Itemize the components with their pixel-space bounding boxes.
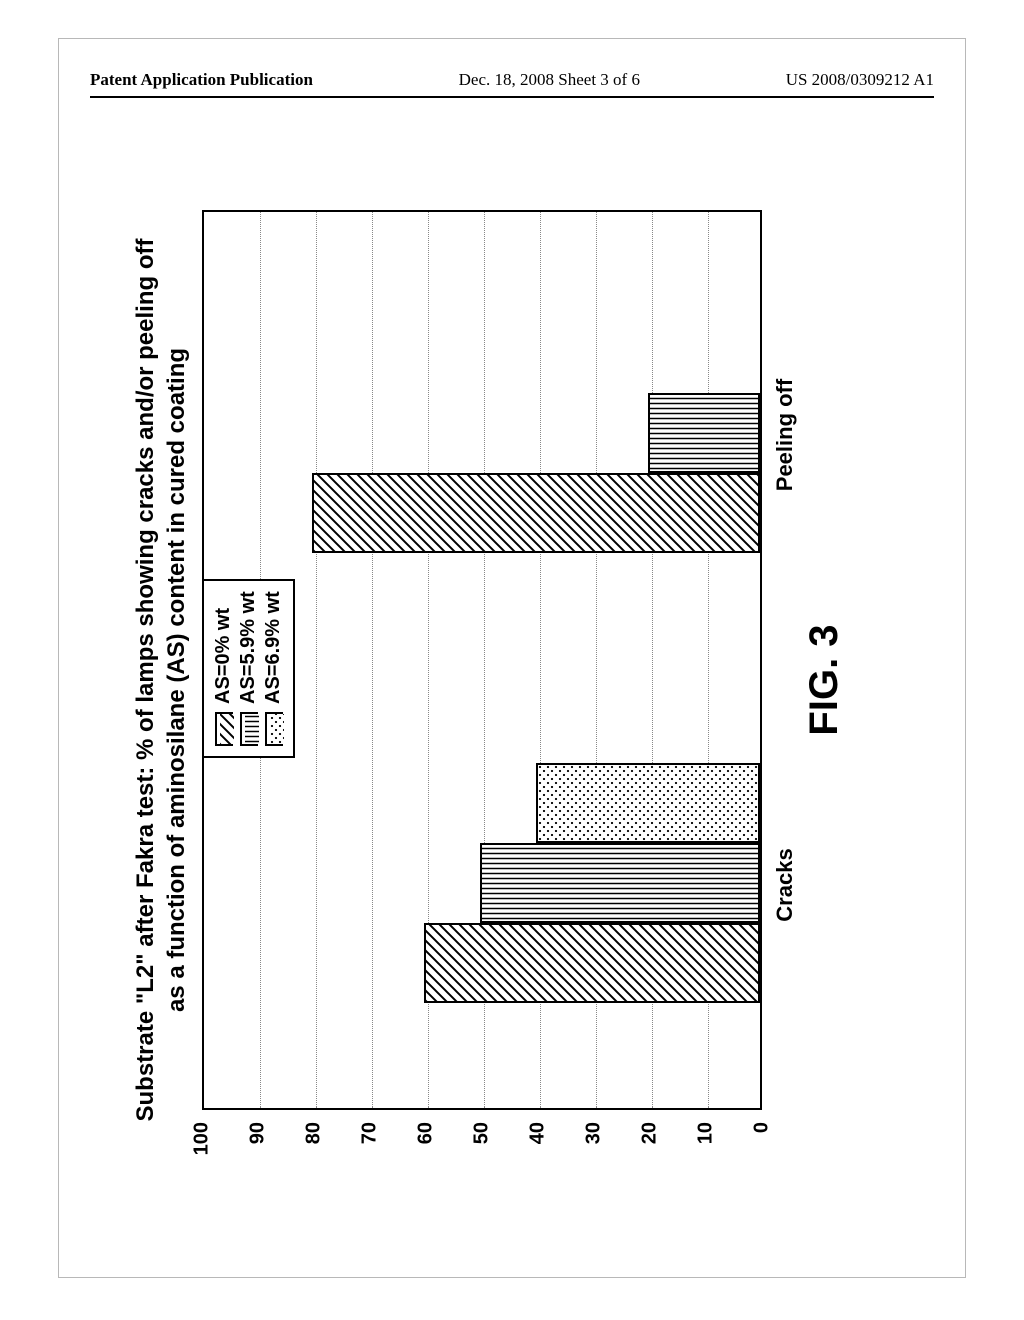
chart-title: Substrate "L2" after Fakra test: % of la… — [130, 180, 192, 1180]
ytick-0: 0 — [751, 1122, 774, 1172]
header-right: US 2008/0309212 A1 — [786, 70, 934, 90]
ytick-70: 70 — [359, 1122, 382, 1172]
legend-item-2: AS=6.9% wt — [262, 591, 285, 746]
legend-swatch-diagonal — [215, 712, 233, 746]
ytick-10: 10 — [695, 1122, 718, 1172]
chart-title-line2: as a function of aminosilane (AS) conten… — [161, 180, 192, 1180]
bar-cracks-as59 — [480, 843, 760, 923]
ytick-90: 90 — [247, 1122, 270, 1172]
ytick-40: 40 — [527, 1122, 550, 1172]
header-left: Patent Application Publication — [90, 70, 313, 90]
bar-peeling-as0 — [312, 473, 760, 553]
header-rule — [90, 96, 934, 98]
ytick-30: 30 — [583, 1122, 606, 1172]
page-header: Patent Application Publication Dec. 18, … — [0, 70, 1024, 90]
gridline — [372, 212, 373, 1108]
ytick-80: 80 — [303, 1122, 326, 1172]
figure-caption: FIG. 3 — [802, 180, 847, 1180]
ytick-20: 20 — [639, 1122, 662, 1172]
xcat-peeling: Peeling off — [772, 315, 798, 555]
chart-plot: 0 10 20 30 40 50 60 70 80 90 100 — [202, 210, 762, 1110]
bar-cracks-as0 — [424, 923, 760, 1003]
bar-peeling-as59 — [648, 393, 760, 473]
legend-label-1: AS=5.9% wt — [237, 591, 260, 704]
legend-label-0: AS=0% wt — [212, 608, 235, 704]
legend-item-1: AS=5.9% wt — [237, 591, 260, 746]
header-center: Dec. 18, 2008 Sheet 3 of 6 — [459, 70, 640, 90]
xcat-cracks: Cracks — [772, 765, 798, 1005]
ytick-100: 100 — [191, 1122, 214, 1172]
legend-swatch-dots — [265, 712, 283, 746]
ytick-50: 50 — [471, 1122, 494, 1172]
legend: AS=0% wt AS=5.9% wt AS=6.9% wt — [202, 579, 295, 758]
plot-area: AS=0% wt AS=5.9% wt AS=6.9% wt — [202, 210, 762, 1110]
legend-item-0: AS=0% wt — [212, 591, 235, 746]
legend-swatch-vertical — [240, 712, 258, 746]
gridline — [316, 212, 317, 1108]
legend-label-2: AS=6.9% wt — [262, 591, 285, 704]
chart-title-line1: Substrate "L2" after Fakra test: % of la… — [130, 180, 161, 1180]
ytick-60: 60 — [415, 1122, 438, 1172]
bar-cracks-as69 — [536, 763, 760, 843]
figure-wrapper: Substrate "L2" after Fakra test: % of la… — [130, 180, 890, 1180]
figure-inner: Substrate "L2" after Fakra test: % of la… — [130, 180, 890, 1180]
